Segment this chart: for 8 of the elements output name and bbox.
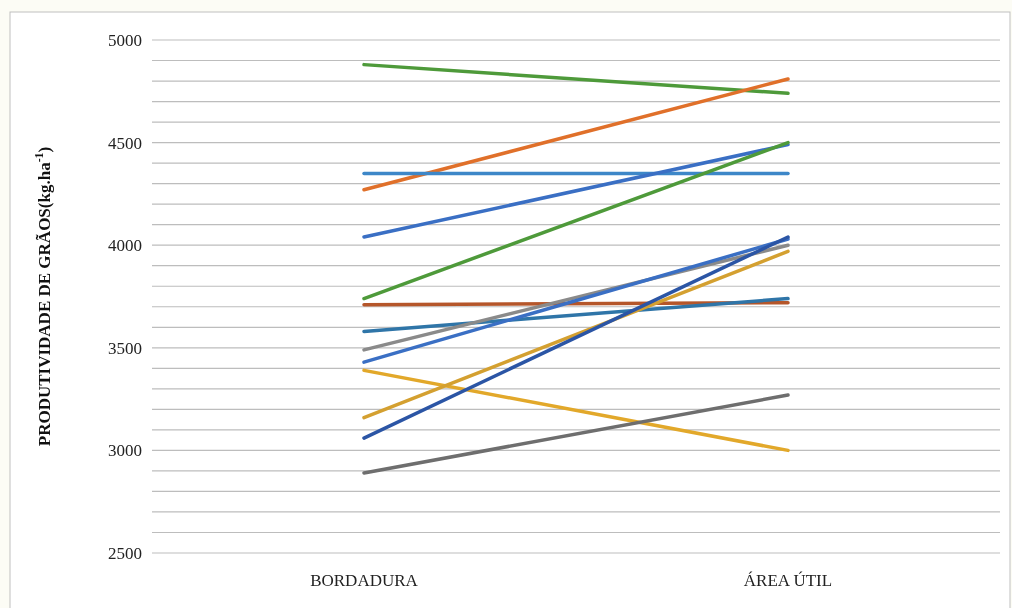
y-tick-label: 5000 (108, 30, 142, 50)
y-tick-label: 2500 (108, 543, 142, 563)
y-tick-label: 4000 (108, 236, 142, 256)
y-tick-label: 4500 (108, 133, 142, 153)
x-tick-label: BORDADURA (310, 571, 419, 590)
y-tick-label: 3500 (108, 338, 142, 358)
y-tick-label: 3000 (108, 441, 142, 461)
x-tick-label: ÁREA ÚTIL (743, 571, 833, 590)
